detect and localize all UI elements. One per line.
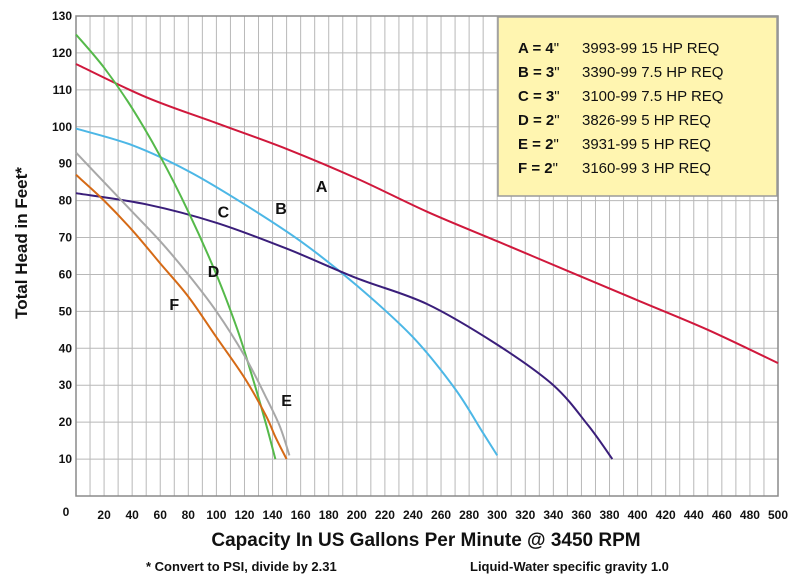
x-tick-label: 300 [487, 508, 507, 522]
curve-layer [75, 33, 779, 460]
legend-entry-text: 3931-99 5 HP REQ [582, 136, 711, 153]
curve-c-label: C [218, 205, 230, 222]
y-tick-label: 60 [59, 267, 73, 281]
x-tick-label: 340 [543, 508, 563, 522]
footnote-psi: * Convert to PSI, divide by 2.31 [146, 559, 337, 574]
legend-entry: C = 3" 3100-99 7.5 HP REQ [518, 88, 723, 105]
y-tick-label: 40 [59, 341, 73, 355]
legend-entry-key: F = 2 [518, 160, 553, 177]
x-tick-label: 500 [768, 508, 788, 522]
x-tick-label: 140 [263, 508, 283, 522]
x-tick-label: 280 [459, 508, 479, 522]
legend-entry-unit: " [554, 112, 559, 129]
legend-entry: D = 2" 3826-99 5 HP REQ [518, 112, 711, 129]
y-axis-title: Total Head in Feet* [12, 167, 31, 319]
y-tick-label: 70 [59, 231, 73, 245]
x-tick-label: 80 [182, 508, 196, 522]
legend-entry-key: C = 3 [518, 88, 554, 105]
legend-entry: F = 2" 3160-99 3 HP REQ [518, 160, 711, 177]
legend-entry-text: 3390-99 7.5 HP REQ [582, 64, 723, 81]
legend-entry-text: 3993-99 15 HP REQ [582, 40, 719, 57]
legend-entry-unit: " [553, 160, 558, 177]
x-tick-label: 220 [375, 508, 395, 522]
curve-d-label: D [208, 264, 220, 281]
y-tick-label: 20 [59, 415, 73, 429]
y-tick-label: 120 [52, 46, 72, 60]
x-tick-label: 180 [319, 508, 339, 522]
x-tick-label: 20 [97, 508, 111, 522]
y-tick-label: 10 [59, 452, 73, 466]
plot-frame [75, 15, 779, 497]
y-tick-label: 50 [59, 304, 73, 318]
x-tick-label: 380 [600, 508, 620, 522]
legend-entry-unit: " [554, 40, 559, 57]
legend-box [497, 16, 778, 197]
curve-a-label: A [316, 179, 328, 196]
y-tick-label: 100 [52, 120, 72, 134]
x-axis-title: Capacity In US Gallons Per Minute @ 3450… [211, 530, 640, 551]
curve-label-layer: A B C D E F [169, 179, 328, 410]
y-tick-label: 90 [59, 157, 73, 171]
x-tick-label: 400 [628, 508, 648, 522]
tick-label-layer: 20 40 60 80 100 120 140 160 180 200 220 240 260 280 30… [52, 9, 788, 522]
grid-layer [75, 15, 779, 497]
legend-entry-unit: " [554, 88, 559, 105]
curve-e-line [75, 151, 291, 456]
x-tick-label: 100 [206, 508, 226, 522]
legend-entry-key: E = 2 [518, 136, 553, 153]
y-tick-label: 80 [59, 194, 73, 208]
x-tick-label: 60 [154, 508, 168, 522]
x-tick-label: 440 [684, 508, 704, 522]
legend-entry-key: A = 4 [518, 40, 554, 57]
legend-entry-text: 3160-99 3 HP REQ [582, 160, 711, 177]
origin-label: 0 [63, 505, 70, 519]
x-tick-label: 420 [656, 508, 676, 522]
x-tick-label: 240 [403, 508, 423, 522]
curve-b-line [75, 127, 499, 456]
curve-a-line [75, 63, 779, 365]
curve-f-label: F [169, 297, 179, 314]
legend-entry-key: D = 2 [518, 112, 554, 129]
x-tick-label: 160 [291, 508, 311, 522]
y-tick-label: 130 [52, 9, 72, 23]
curve-d-line [75, 33, 277, 460]
legend-entry: E = 2" 3931-99 5 HP REQ [518, 136, 711, 153]
legend-entry-unit: " [554, 64, 559, 81]
y-tick-label: 30 [59, 378, 73, 392]
curve-b-label: B [275, 201, 287, 218]
legend-entry: B = 3" 3390-99 7.5 HP REQ [518, 64, 723, 81]
y-tick-label: 110 [53, 83, 73, 97]
legend-entry-key: B = 3 [518, 64, 554, 81]
legend-entry-text: 3100-99 7.5 HP REQ [582, 88, 723, 105]
x-tick-label: 200 [347, 508, 367, 522]
x-tick-label: 360 [571, 508, 591, 522]
curve-e-label: E [281, 393, 292, 410]
curve-c-line [75, 192, 614, 460]
legend-entry: A = 4" 3993-99 15 HP REQ [518, 40, 719, 57]
x-tick-label: 480 [740, 508, 760, 522]
x-tick-label: 460 [712, 508, 732, 522]
x-tick-label: 260 [431, 508, 451, 522]
x-tick-label: 320 [515, 508, 535, 522]
legend-entry-unit: " [553, 136, 558, 153]
x-tick-label: 40 [125, 508, 139, 522]
legend-entry-text: 3826-99 5 HP REQ [582, 112, 711, 129]
x-tick-label: 120 [234, 508, 254, 522]
footnote-gravity: Liquid-Water specific gravity 1.0 [470, 559, 669, 574]
curve-f-line [75, 174, 288, 460]
